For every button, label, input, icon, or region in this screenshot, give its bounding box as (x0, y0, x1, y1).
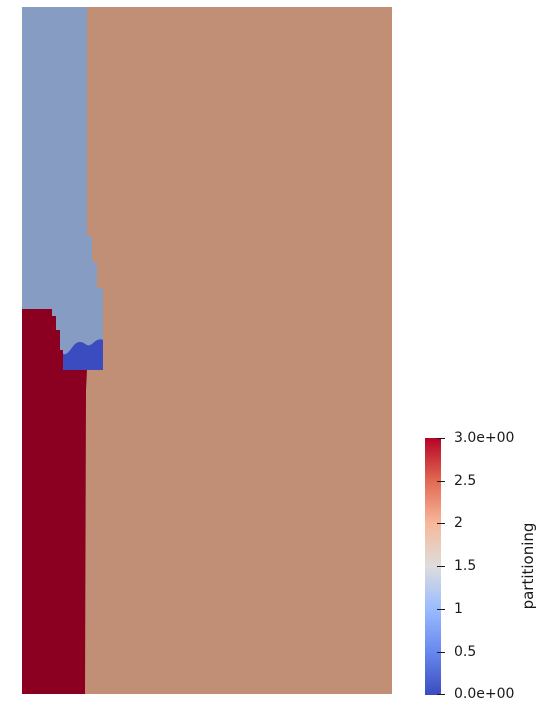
partition-3-region (22, 309, 87, 694)
tick-mark (437, 609, 445, 610)
tick-label: 0.5 (454, 644, 477, 660)
tick-label: 2 (454, 515, 463, 531)
tick-label: 2.5 (454, 473, 477, 489)
mesh (22, 7, 392, 694)
tick-label: 1.5 (454, 558, 477, 574)
colorbar (425, 438, 441, 695)
partition-0-region (63, 339, 103, 370)
tick-label-min: 0.0e+00 (454, 686, 515, 702)
tick-mark (437, 694, 445, 695)
tick-mark (437, 438, 445, 439)
colorbar-title: partitioning (519, 522, 537, 610)
partition-1-region (22, 7, 103, 370)
tick-mark (437, 566, 445, 567)
tick-mark (437, 481, 445, 482)
tick-label-max: 3.0e+00 (454, 430, 515, 446)
tick-mark (437, 652, 445, 653)
tick-mark (437, 523, 445, 524)
colorbar-gradient (425, 438, 441, 695)
tick-label: 1 (454, 601, 463, 617)
